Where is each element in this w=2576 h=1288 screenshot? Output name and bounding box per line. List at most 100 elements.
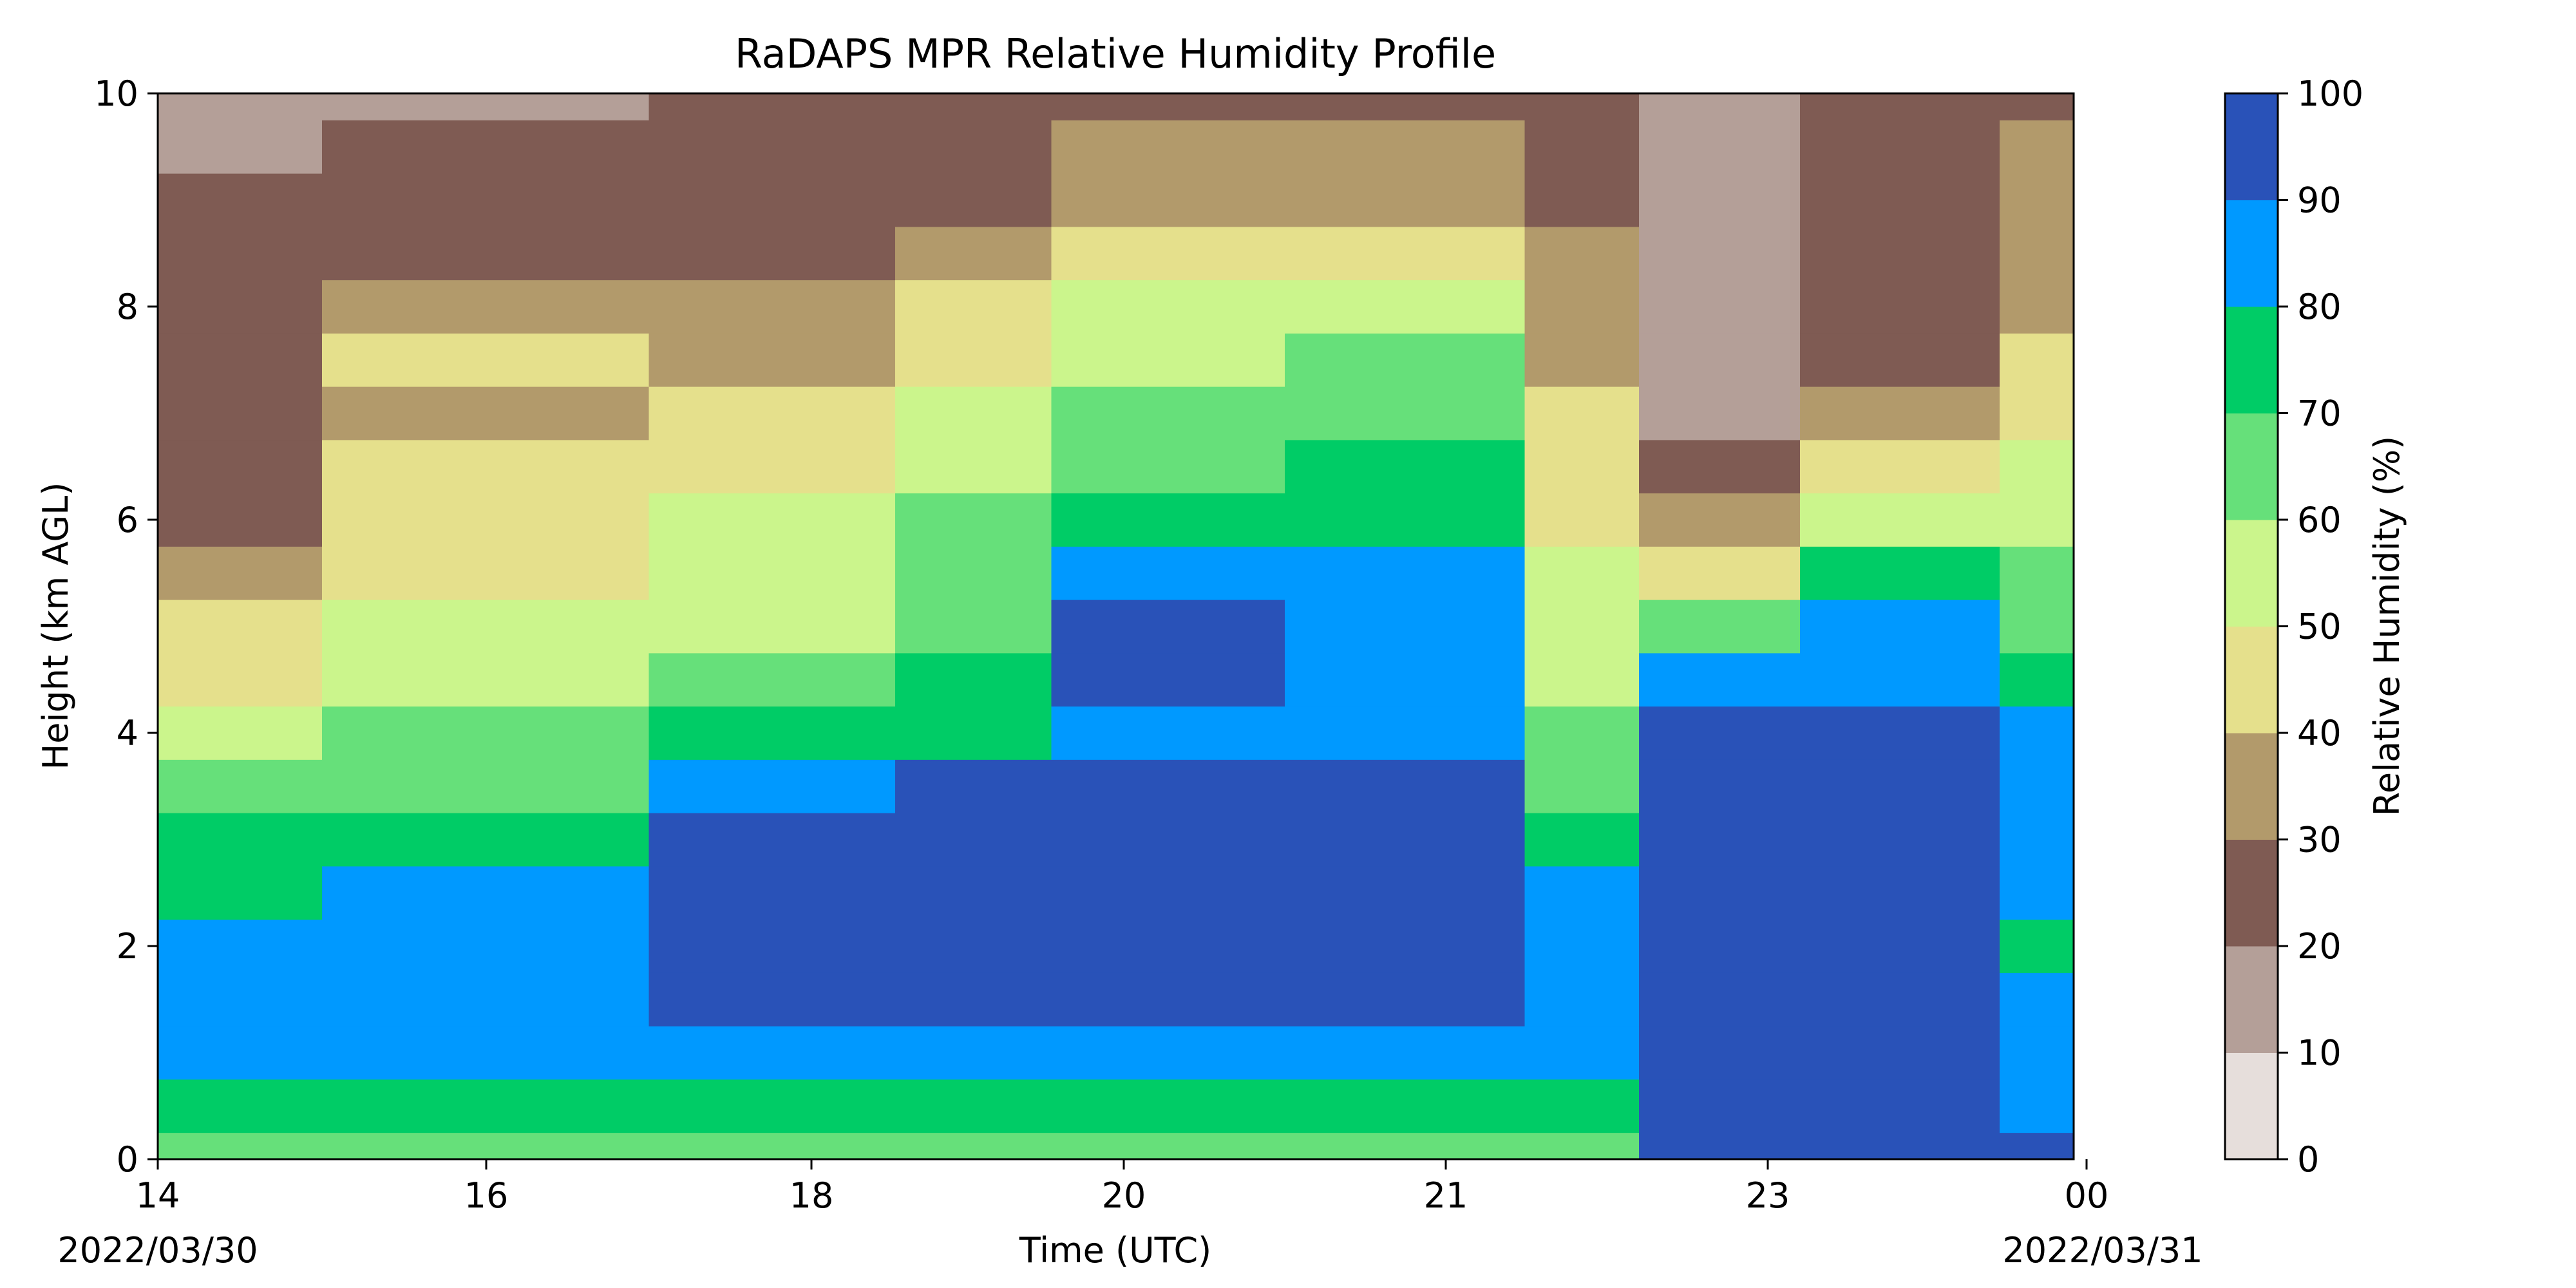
- colorbar-tick-label: 50: [2297, 607, 2342, 647]
- contour-cell: [1524, 120, 1640, 174]
- colorbar-tick-label: 10: [2297, 1033, 2342, 1074]
- contour-cell: [1800, 493, 2000, 547]
- contour-cell: [1285, 120, 1525, 174]
- x-tick-label: 16: [464, 1175, 509, 1216]
- contour-cell: [1285, 759, 1525, 813]
- contour-cell: [649, 652, 896, 707]
- contour-cell: [649, 493, 896, 547]
- contour-cell: [2000, 93, 2074, 120]
- y-tick-label: 8: [117, 287, 138, 327]
- plot-frame: [156, 92, 2075, 1160]
- contour-cell: [649, 226, 896, 281]
- contour-cell: [158, 226, 323, 281]
- contour-cell: [649, 1026, 896, 1080]
- contour-cell: [158, 706, 323, 760]
- contour-cell: [158, 173, 323, 227]
- contour-cell: [895, 279, 1052, 334]
- colorbar-swatch: [2225, 200, 2278, 307]
- contour-cell: [1639, 493, 1801, 547]
- contour-cell: [1800, 93, 2000, 120]
- contour-cell: [1051, 173, 1285, 227]
- contour-cell: [1800, 1026, 2000, 1080]
- contour-cell: [1051, 919, 1285, 973]
- y-tick-label: 2: [117, 926, 138, 967]
- contour-cell: [1639, 1132, 1801, 1159]
- contour-cell: [1051, 652, 1285, 707]
- contour-cell: [649, 386, 896, 440]
- contour-cell: [158, 1079, 323, 1133]
- contour-cell: [1800, 706, 2000, 760]
- contour-cell: [322, 386, 649, 440]
- contour-cell: [322, 919, 649, 973]
- contour-cell: [895, 333, 1052, 387]
- contour-cell: [322, 759, 649, 813]
- contour-cell: [1639, 1079, 1801, 1133]
- colorbar-tick-label: 30: [2297, 820, 2342, 860]
- contour-cell: [322, 120, 649, 174]
- contour-cell: [158, 120, 323, 174]
- contour-cell: [158, 386, 323, 440]
- contour-cell: [322, 546, 649, 600]
- plot-area: 14 16 18 20 21 23 00 0 2 4 6 8 10: [94, 73, 2108, 1216]
- contour-cell: [1524, 919, 1640, 973]
- contour-cell: [1285, 706, 1525, 760]
- contour-cell: [1639, 1026, 1801, 1080]
- contour-cell: [2000, 706, 2074, 760]
- contour-cell: [1524, 1079, 1640, 1133]
- contour-cell: [1524, 1132, 1640, 1159]
- contour-cell: [158, 333, 323, 387]
- colorbar-swatch: [2225, 733, 2278, 840]
- y-tick-label: 6: [117, 500, 138, 540]
- contour-cell: [2000, 279, 2074, 334]
- contour-cell: [649, 333, 896, 387]
- colorbar-swatch: [2225, 413, 2278, 520]
- contour-cell: [322, 706, 649, 760]
- contour-cell: [1800, 919, 2000, 973]
- contour-cell: [895, 93, 1052, 120]
- contour-cell: [649, 120, 896, 174]
- contour-cell: [649, 173, 896, 227]
- x-tick-label: 00: [2065, 1175, 2109, 1216]
- contour-cell: [1639, 226, 1801, 281]
- contour-cell: [158, 546, 323, 600]
- date-start-label: 2022/03/30: [57, 1230, 258, 1271]
- contour-cell: [322, 1026, 649, 1080]
- colorbar-swatch: [2225, 307, 2278, 413]
- contour-cell: [1051, 1079, 1285, 1133]
- contour-cell: [158, 972, 323, 1027]
- contour-cell: [158, 1026, 323, 1080]
- y-tick-label: 4: [117, 713, 138, 753]
- contour-cell: [1800, 1079, 2000, 1133]
- contour-cell: [158, 600, 323, 654]
- contour-cell: [1800, 866, 2000, 920]
- contour-cell: [1051, 600, 1285, 654]
- contour-cell: [895, 706, 1052, 760]
- contour-cell: [1285, 919, 1525, 973]
- contour-cell: [158, 919, 323, 973]
- colorbar-tick-label: 90: [2297, 180, 2342, 221]
- colorbar-swatch: [2225, 626, 2278, 734]
- contour-cell: [158, 93, 323, 120]
- x-tick-label: 21: [1424, 1175, 1468, 1216]
- contour-cell: [895, 386, 1052, 440]
- contour-cell: [2000, 919, 2074, 973]
- contour-cell: [1800, 333, 2000, 387]
- contour-cell: [895, 866, 1052, 920]
- contour-cell: [2000, 759, 2074, 813]
- colorbar-tick-label: 80: [2297, 287, 2342, 327]
- contour-cell: [649, 759, 896, 813]
- contour-cell: [1639, 972, 1801, 1027]
- chart-title: RaDAPS MPR Relative Humidity Profile: [735, 30, 1496, 77]
- colorbar-swatch: [2225, 1052, 2278, 1160]
- contour-cell: [1524, 546, 1640, 600]
- contour-cell: [322, 439, 649, 494]
- contour-cell: [1800, 173, 2000, 227]
- contour-cell: [1639, 173, 1801, 227]
- contour-cell: [322, 279, 649, 334]
- y-axis-label: Height (km AGL): [35, 482, 76, 770]
- contour-cell: [2000, 386, 2074, 440]
- contour-cell: [1285, 279, 1525, 334]
- contour-cell: [322, 93, 649, 120]
- contour-cell: [158, 866, 323, 920]
- colorbar-swatch: [2225, 946, 2278, 1053]
